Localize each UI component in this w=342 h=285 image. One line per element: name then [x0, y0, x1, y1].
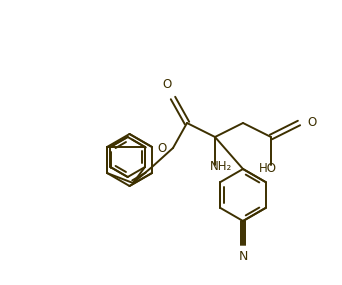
- Text: HO: HO: [259, 162, 277, 175]
- Text: O: O: [307, 117, 316, 129]
- Text: O: O: [162, 78, 172, 91]
- Text: NH₂: NH₂: [210, 160, 232, 173]
- Text: O: O: [158, 141, 167, 154]
- Text: N: N: [238, 250, 248, 263]
